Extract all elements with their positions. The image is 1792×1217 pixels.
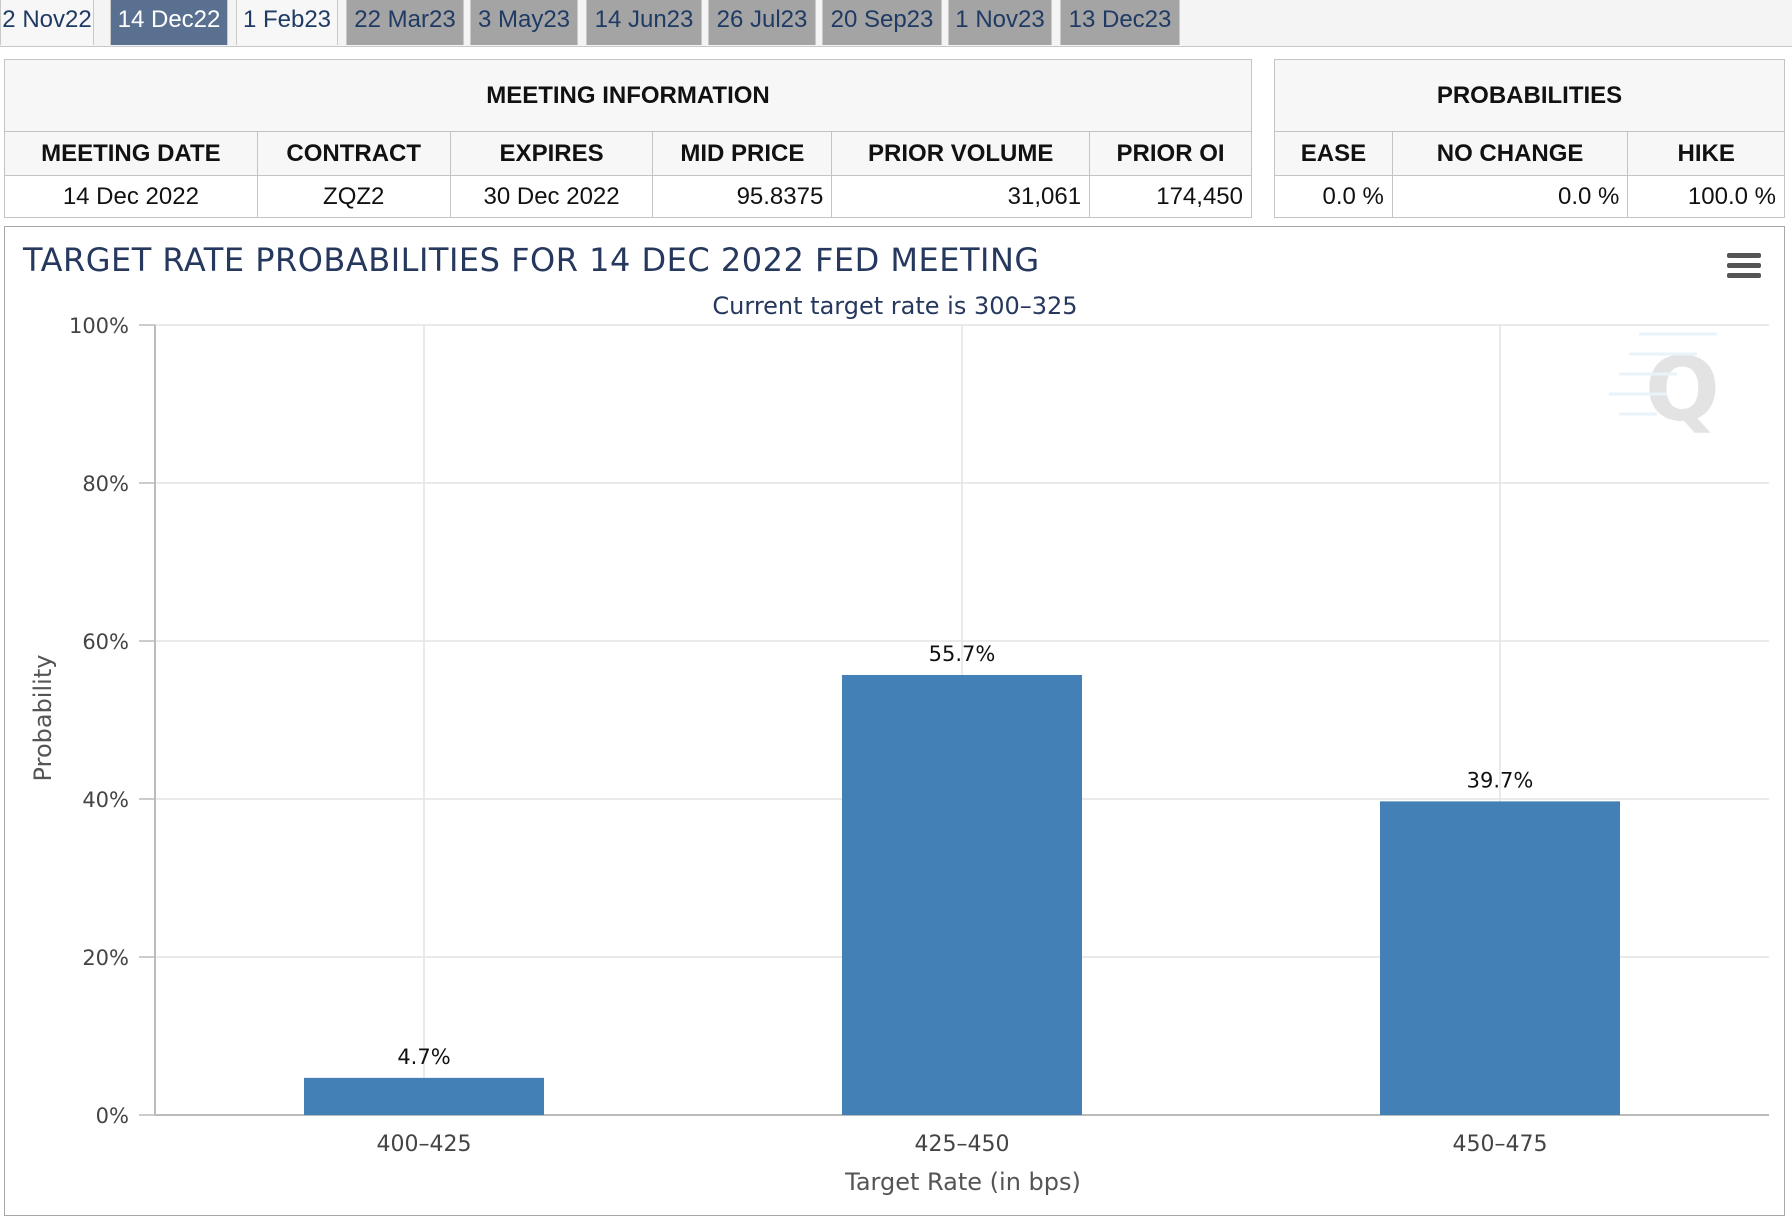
- meeting-information-table: MEETING INFORMATION MEETING DATE CONTRAC…: [4, 59, 1252, 218]
- tab-13-dec23[interactable]: 13 Dec23: [1060, 0, 1180, 45]
- bar-data-label: 39.7%: [1467, 768, 1534, 792]
- col-ease: EASE: [1274, 131, 1393, 176]
- bar[interactable]: [1380, 801, 1620, 1115]
- tab-22-mar23[interactable]: 22 Mar23: [346, 0, 464, 45]
- col-no-change: NO CHANGE: [1391, 131, 1629, 176]
- tab-2-nov22[interactable]: 2 Nov22: [0, 0, 94, 45]
- hike-value: 100.0 %: [1627, 175, 1785, 218]
- x-tick-label: 450–475: [1453, 1132, 1548, 1157]
- bar[interactable]: [304, 1077, 544, 1115]
- meeting-tabs: 2 Nov22 14 Dec22 1 Feb23 22 Mar23 3 May2…: [0, 0, 1792, 47]
- hamburger-menu-icon[interactable]: [1727, 253, 1761, 281]
- contract-value: ZQZ2: [256, 175, 451, 218]
- no-change-value: 0.0 %: [1391, 175, 1629, 218]
- bar-data-label: 55.7%: [929, 642, 996, 666]
- y-tick-label: 80%: [82, 472, 129, 496]
- meeting-date-value: 14 Dec 2022: [4, 175, 258, 218]
- meeting-information-title: MEETING INFORMATION: [4, 59, 1252, 132]
- x-axis-title: Target Rate (in bps): [844, 1168, 1081, 1196]
- tab-14-dec22[interactable]: 14 Dec22: [110, 0, 228, 45]
- mid-price-value: 95.8375: [652, 175, 833, 218]
- ease-value: 0.0 %: [1274, 175, 1393, 218]
- chart-container: TARGET RATE PROBABILITIES FOR 14 DEC 202…: [4, 226, 1785, 1216]
- watermark-q-logo: Q: [1609, 332, 1720, 441]
- y-tick-label: 60%: [82, 630, 129, 654]
- tab-1-feb23[interactable]: 1 Feb23: [236, 0, 338, 45]
- col-meeting-date: MEETING DATE: [4, 131, 258, 176]
- y-tick-label: 0%: [96, 1104, 129, 1128]
- bar-chart: Q Current target rate is 300–325 0% 20% 40…: [29, 292, 1769, 1196]
- bar[interactable]: [842, 674, 1082, 1115]
- col-prior-oi: PRIOR OI: [1089, 131, 1252, 176]
- y-axis-title: Probability: [29, 655, 57, 782]
- prior-volume-value: 31,061: [831, 175, 1091, 218]
- x-tick-label: 400–425: [377, 1132, 472, 1157]
- bar-data-label: 4.7%: [397, 1045, 450, 1069]
- col-expires: EXPIRES: [449, 131, 654, 176]
- probabilities-table: PROBABILITIES EASE NO CHANGE HIKE 0.0 % …: [1274, 59, 1785, 218]
- col-contract: CONTRACT: [256, 131, 451, 176]
- tab-3-may23[interactable]: 3 May23: [470, 0, 578, 45]
- probabilities-title: PROBABILITIES: [1274, 59, 1785, 132]
- tab-1-nov23[interactable]: 1 Nov23: [948, 0, 1052, 45]
- col-mid-price: MID PRICE: [652, 131, 833, 176]
- tab-26-jul23[interactable]: 26 Jul23: [708, 0, 816, 45]
- y-tick-label: 40%: [82, 788, 129, 812]
- chart-title: TARGET RATE PROBABILITIES FOR 14 DEC 202…: [23, 241, 1040, 279]
- col-prior-volume: PRIOR VOLUME: [831, 131, 1091, 176]
- chart-subtitle: Current target rate is 300–325: [712, 292, 1077, 320]
- tab-14-jun23[interactable]: 14 Jun23: [586, 0, 702, 45]
- y-tick-label: 100%: [69, 314, 129, 338]
- y-tick-label: 20%: [82, 946, 129, 970]
- prior-oi-value: 174,450: [1089, 175, 1252, 218]
- x-tick-label: 425–450: [915, 1132, 1010, 1157]
- tab-20-sep23[interactable]: 20 Sep23: [822, 0, 942, 45]
- expires-value: 30 Dec 2022: [449, 175, 654, 218]
- col-hike: HIKE: [1627, 131, 1785, 176]
